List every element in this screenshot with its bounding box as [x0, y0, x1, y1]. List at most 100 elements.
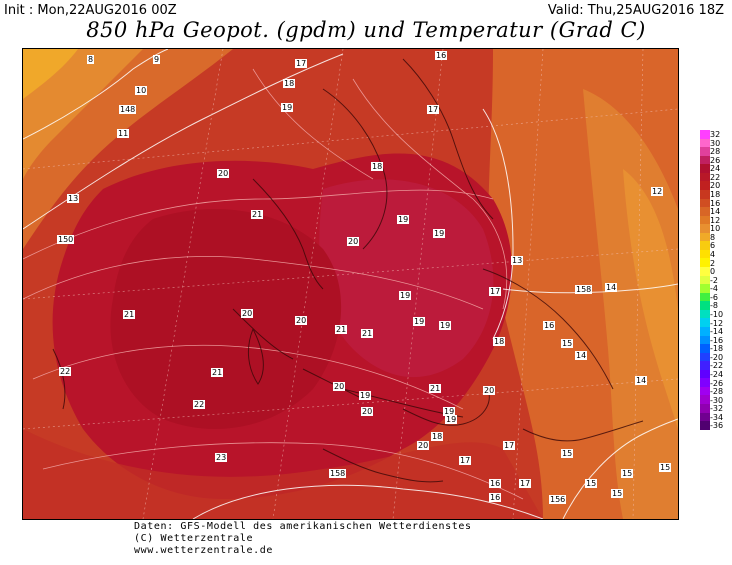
colorbar-swatch: [700, 292, 710, 302]
map-title: 850 hPa Geopot. (gpdm) und Temperatur (G…: [86, 18, 646, 42]
map-value-label: 16: [435, 51, 448, 60]
map-value-label: 15: [621, 469, 634, 478]
colorbar-tick-label: -22: [710, 361, 724, 371]
colorbar-tick-label: -2: [710, 275, 718, 285]
colorbar-tick-label: -12: [710, 318, 724, 328]
colorbar-swatch: [700, 284, 710, 293]
colorbar-swatch: [700, 335, 710, 345]
map-value-label: 17: [295, 59, 308, 68]
map-value-label: 20: [347, 237, 360, 246]
map-value-label: 19: [433, 229, 446, 238]
map-value-label: 13: [511, 256, 524, 265]
map-value-label: 14: [575, 351, 588, 360]
credit-line-copyright: (C) Wetterzentrale: [134, 533, 254, 544]
colorbar-swatch: [700, 421, 710, 430]
valid-time: Valid: Thu,25AUG2016 18Z: [547, 3, 724, 18]
map-value-label: 21: [361, 329, 374, 338]
colorbar-swatch: [700, 267, 710, 276]
colorbar-tick-label: 10: [710, 224, 721, 234]
map-value-label: 17: [427, 105, 440, 114]
map-value-label: 20: [333, 382, 346, 391]
colorbar-swatch: [700, 378, 710, 387]
colorbar-tick-label: 16: [710, 198, 721, 208]
map-value-label: 15: [561, 449, 574, 458]
colorbar-tick-label: 2: [710, 258, 716, 268]
map-value-label: 17: [489, 287, 502, 296]
map-value-label: 17: [519, 479, 532, 488]
map-value-label: 21: [429, 384, 442, 393]
colorbar-tick-label: 6: [710, 241, 716, 251]
colorbar-tick-label: 18: [710, 190, 721, 199]
map-value-label: 21: [335, 325, 348, 334]
map-value-label: 16: [543, 321, 556, 330]
colorbar-swatch: [700, 189, 710, 199]
map-value-label: 19: [397, 215, 410, 224]
colorbar-swatch: [700, 361, 710, 370]
map-value-label: 14: [605, 283, 618, 292]
credit-line-data: Daten: GFS-Modell des amerikanischen Wet…: [134, 521, 472, 532]
colorbar-swatch: [700, 395, 710, 404]
colorbar-tick-label: -36: [710, 421, 724, 431]
map-value-label: 21: [251, 210, 264, 219]
colorbar-swatch: [700, 318, 710, 327]
temperature-colorbar: [700, 130, 710, 430]
map-value-label: 18: [371, 162, 384, 171]
colorbar-tick-label: -26: [710, 378, 724, 388]
colorbar-swatch: [700, 130, 710, 139]
weather-map: 8 9 10 148 11 13 150 17 18 19 16 17 18 2…: [22, 48, 679, 520]
colorbar-swatch: [700, 386, 710, 396]
map-value-label: 15: [561, 339, 574, 348]
colorbar-swatch: [700, 404, 710, 413]
colorbar-swatch: [700, 241, 710, 250]
colorbar-tick-label: -8: [710, 301, 718, 311]
colorbar-tick-label: -16: [710, 335, 724, 345]
map-value-label: 18: [431, 432, 444, 441]
colorbar-swatch: [700, 147, 710, 156]
map-value-label: 14: [635, 376, 648, 385]
colorbar-swatch: [700, 224, 710, 233]
colorbar-tick-label: 32: [710, 130, 721, 139]
map-value-label: 23: [215, 453, 228, 462]
map-value-label: 20: [241, 309, 254, 318]
map-value-label: 13: [67, 194, 80, 203]
colorbar-tick-label: -18: [710, 344, 724, 354]
colorbar-tick-label: 26: [710, 155, 721, 165]
map-value-label: 19: [413, 317, 426, 326]
colorbar-swatch: [700, 352, 710, 362]
colorbar-swatch: [700, 249, 710, 259]
colorbar-swatch: [700, 138, 710, 148]
colorbar-swatch: [700, 232, 710, 242]
colorbar-tick-label: -28: [710, 387, 724, 397]
colorbar-tick-label: 24: [710, 164, 721, 174]
colorbar-swatch: [700, 344, 710, 353]
map-value-label: 20: [361, 407, 374, 416]
colorbar-swatch: [700, 172, 710, 182]
colorbar-tick-label: 22: [710, 172, 721, 182]
map-value-label: 12: [651, 187, 664, 196]
header: Init : Mon,22AUG2016 00Z Valid: Thu,25AU…: [0, 0, 732, 48]
colorbar-swatch: [700, 309, 710, 319]
colorbar-swatch: [700, 198, 710, 208]
map-value-label: 19: [281, 103, 294, 112]
colorbar-tick-label: 8: [710, 232, 716, 242]
colorbar-tick-label: -30: [710, 395, 724, 405]
colorbar-swatch: [700, 164, 710, 173]
colorbar-tick-label: -20: [710, 352, 724, 362]
map-value-label: 18: [493, 337, 506, 346]
map-value-label: 16: [489, 493, 502, 502]
colorbar-tick-label: -32: [710, 404, 724, 414]
map-value-label: 15: [611, 489, 624, 498]
colorbar-tick-label: -24: [710, 370, 724, 379]
colorbar-swatch: [700, 301, 710, 310]
colorbar-tick-label: -6: [710, 292, 718, 302]
map-value-label: 22: [59, 367, 72, 376]
map-value-label: 19: [445, 415, 458, 424]
colorbar-swatch: [700, 215, 710, 225]
map-value-label: 15: [659, 463, 672, 472]
colorbar-swatch: [700, 155, 710, 165]
credit-line-url: www.wetterzentrale.de: [134, 545, 274, 556]
map-value-label: 22: [193, 400, 206, 409]
colorbar-tick-label: -34: [710, 412, 724, 422]
map-value-label: 20: [217, 169, 230, 178]
map-value-label: 20: [483, 386, 496, 395]
